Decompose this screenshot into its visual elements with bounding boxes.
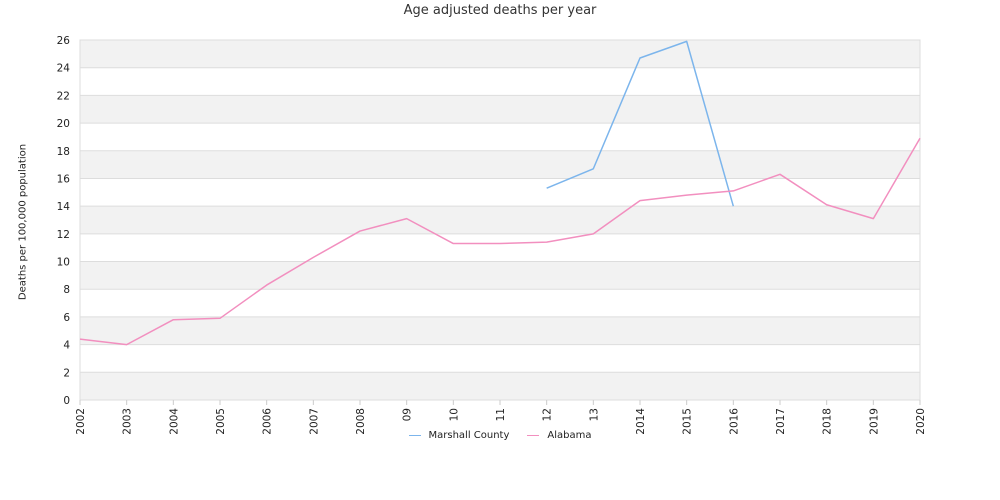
x-tick-label: 12 [542, 408, 554, 421]
y-tick-label: 24 [57, 63, 71, 75]
legend-label: Alabama [547, 430, 592, 441]
x-tick-label: 13 [588, 408, 600, 421]
plot-band [80, 206, 920, 234]
legend-item[interactable]: Marshall County [408, 430, 510, 441]
y-tick-label: 18 [57, 146, 70, 158]
chart-title: Age adjusted deaths per year [403, 3, 597, 18]
x-tick-label: 2003 [122, 408, 134, 435]
legend-item[interactable]: Alabama [527, 430, 592, 441]
x-tick-label: 2015 [682, 408, 694, 435]
x-tick-label: 2007 [308, 408, 320, 435]
series-line-alabama [79, 137, 921, 346]
legend-swatch [527, 435, 540, 436]
x-tick-label: 2002 [75, 408, 87, 435]
plot-band [80, 233, 920, 262]
y-tick-label: 16 [57, 173, 71, 185]
x-tick-label: 2008 [355, 408, 367, 435]
legend-swatch [408, 435, 421, 436]
y-tick-label: 0 [63, 395, 70, 407]
x-tick-label: 2020 [915, 408, 927, 435]
plot-band [80, 40, 920, 68]
x-tick-label: 10 [448, 408, 460, 421]
legend: Marshall County Alabama [0, 430, 1000, 441]
plot-band [80, 123, 920, 151]
legend-label: Marshall County [428, 430, 510, 441]
y-tick-label: 12 [57, 229, 70, 241]
y-tick-label: 22 [57, 90, 70, 102]
x-tick-label: 2005 [215, 408, 227, 435]
y-tick-label: 14 [57, 201, 71, 213]
y-tick-label: 20 [57, 118, 70, 130]
plot-band [80, 261, 920, 290]
y-tick-label: 6 [63, 312, 70, 324]
x-tick-label: 11 [495, 408, 507, 421]
plot-band [80, 95, 920, 124]
plot-band [80, 316, 920, 345]
x-tick-label: 2017 [775, 408, 787, 435]
y-tick-label: 8 [63, 284, 70, 296]
plot-band [80, 344, 920, 373]
x-tick-label: 2018 [822, 408, 834, 435]
y-tick-label: 2 [63, 367, 70, 379]
x-tick-label: 2004 [168, 408, 180, 435]
x-tick-label: 2019 [868, 408, 880, 435]
plot-band [80, 178, 920, 207]
series-line-marshall-county [546, 40, 735, 207]
plot-band [80, 372, 920, 400]
y-tick-label: 10 [57, 257, 70, 269]
plot-band [80, 67, 920, 96]
plot-band [80, 150, 920, 179]
x-tick-label: 2006 [262, 408, 274, 435]
x-tick-label: 2016 [728, 408, 740, 435]
y-tick-label: 4 [63, 340, 70, 352]
x-tick-label: 09 [402, 408, 414, 421]
y-tick-label: 26 [57, 35, 71, 47]
plot-band [80, 289, 920, 317]
x-tick-label: 2014 [635, 408, 647, 435]
